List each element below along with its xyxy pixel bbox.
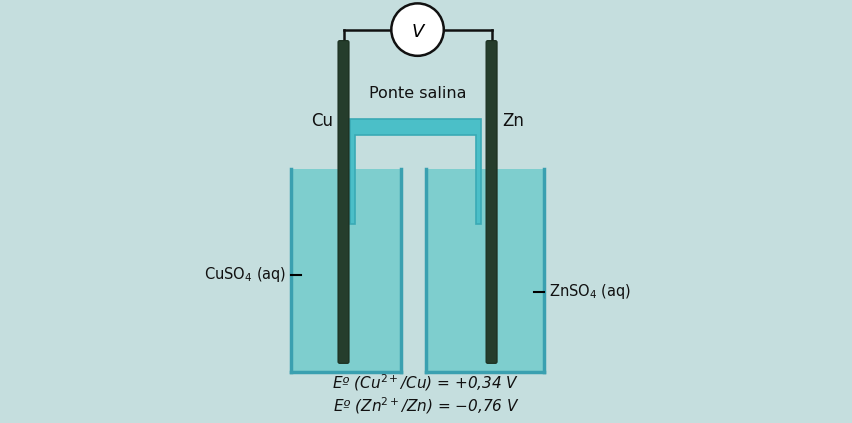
Circle shape	[391, 3, 444, 56]
Text: Zn: Zn	[502, 112, 524, 129]
Text: $E$º (Zn$^{2+}$/Zn) = −0,76 V: $E$º (Zn$^{2+}$/Zn) = −0,76 V	[332, 396, 520, 416]
Polygon shape	[426, 169, 544, 372]
FancyBboxPatch shape	[486, 41, 497, 363]
Polygon shape	[291, 169, 400, 372]
Text: Cu: Cu	[311, 112, 333, 129]
Text: CuSO$_4$ (aq): CuSO$_4$ (aq)	[204, 266, 286, 284]
Text: ZnSO$_4$ (aq): ZnSO$_4$ (aq)	[549, 283, 630, 301]
Text: V: V	[412, 23, 423, 41]
Text: Ponte salina: Ponte salina	[369, 85, 466, 101]
FancyBboxPatch shape	[338, 41, 349, 363]
Text: $E$º (Cu$^{2+}$/Cu) = +0,34 V: $E$º (Cu$^{2+}$/Cu) = +0,34 V	[332, 373, 520, 393]
Polygon shape	[350, 119, 481, 224]
